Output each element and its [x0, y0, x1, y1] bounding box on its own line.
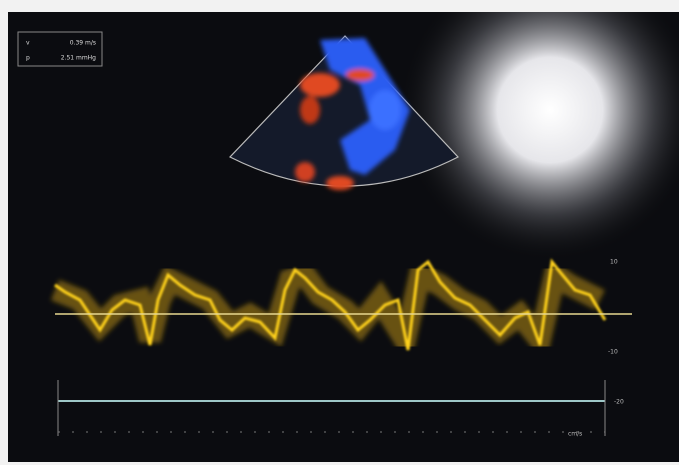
scale-label: 10 — [610, 259, 618, 266]
scale-label: -10 — [608, 349, 618, 356]
scale-label: -20 — [614, 399, 624, 406]
symbol: p — [26, 55, 30, 62]
sector — [229, 35, 459, 190]
scale: 10 -10 -20 cm/s — [57, 259, 624, 438]
time-unit: cm/s — [568, 431, 582, 438]
symbol: v — [26, 40, 30, 47]
value: 0.39 m/s — [70, 40, 96, 47]
value: 2.51 mmHg — [61, 55, 96, 62]
measure-box: v 0.39 m/s p 2.51 mmHg — [17, 31, 103, 67]
waveform — [50, 257, 632, 369]
